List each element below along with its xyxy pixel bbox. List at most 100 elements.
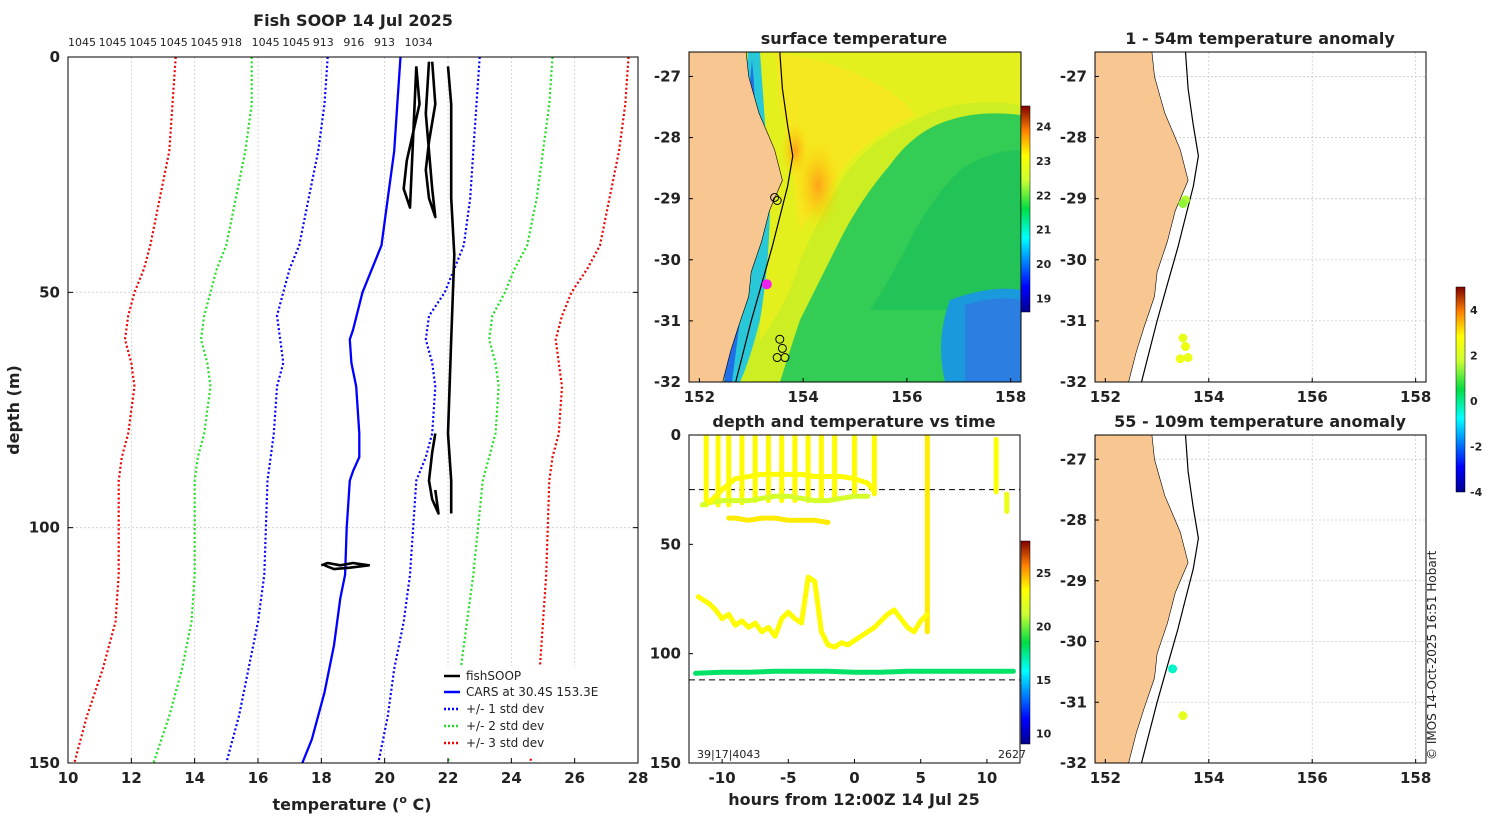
profile-top-label: 1045 bbox=[282, 36, 310, 49]
time-cb-tick: 10 bbox=[1036, 727, 1052, 740]
anom2-overlay bbox=[1140, 435, 1200, 763]
time-cb-tick: 20 bbox=[1036, 620, 1052, 633]
profile-top-label: 1045 bbox=[68, 36, 96, 49]
profile-top-label: 1045 bbox=[99, 36, 127, 49]
sst-cb-tick: 22 bbox=[1036, 189, 1051, 202]
profile-xtick: 14 bbox=[184, 769, 205, 787]
time-track-0 bbox=[699, 493, 871, 508]
anom1-ytick: -27 bbox=[1060, 67, 1087, 85]
profile-fishsoop-cast-3 bbox=[427, 433, 440, 515]
anom-colorbar-ticks: 4 2 0 -2 -4 bbox=[1470, 304, 1483, 499]
sst-colorbar bbox=[1020, 105, 1031, 313]
anom2-point bbox=[1178, 711, 1188, 721]
profile-top-label: 1034 bbox=[405, 36, 433, 49]
profile-top-label: 1045 bbox=[190, 36, 218, 49]
profile-2-std-line-1 bbox=[225, 56, 329, 764]
anom2-ytick: -27 bbox=[1060, 450, 1087, 468]
legend-2std: +/- 2 std dev bbox=[466, 719, 544, 733]
anom1-isobath bbox=[1140, 52, 1200, 382]
time-cb-tick: 25 bbox=[1036, 567, 1051, 580]
time-cb-tick: 15 bbox=[1036, 674, 1051, 687]
sst-colorbar-ticks: 19 20 21 22 23 24 bbox=[1036, 121, 1052, 306]
anom1-point bbox=[1183, 353, 1193, 363]
anom-cb-tick: 2 bbox=[1470, 349, 1478, 362]
profile-xtick: 18 bbox=[311, 769, 332, 787]
anom1-xtick: 154 bbox=[1193, 388, 1224, 406]
sst-xtick: 154 bbox=[787, 388, 818, 406]
anom1-xtick: 152 bbox=[1090, 388, 1121, 406]
profile-frame bbox=[67, 56, 639, 764]
profile-ylabel: depth (m) bbox=[4, 365, 23, 455]
anom2-ytick: -29 bbox=[1060, 572, 1087, 590]
sst-field bbox=[689, 52, 1021, 382]
anom2-xtick: 156 bbox=[1297, 769, 1328, 787]
time-xtick: 5 bbox=[915, 769, 925, 787]
sst-title: surface temperature bbox=[761, 29, 948, 48]
anom1-ytick: -30 bbox=[1060, 251, 1087, 269]
profile-ytick: 100 bbox=[29, 519, 60, 537]
profile-top-label: 918 bbox=[221, 36, 242, 49]
anom1-xtick: 156 bbox=[1297, 388, 1328, 406]
profile-fishsoop-cast-1 bbox=[402, 66, 421, 209]
profile-top-label: 913 bbox=[374, 36, 395, 49]
profile-fishsoop-cast-2 bbox=[446, 66, 456, 514]
anom2-isobath bbox=[1140, 435, 1200, 763]
legend-3std: +/- 3 std dev bbox=[466, 736, 544, 750]
time-ytick: 0 bbox=[671, 426, 681, 444]
anom1-point bbox=[1178, 199, 1188, 209]
anom2-ytick: -31 bbox=[1060, 693, 1087, 711]
legend-1std: +/- 1 std dev bbox=[466, 702, 544, 716]
anom-colorbar bbox=[1455, 286, 1466, 493]
anom1-title: 1 - 54m temperature anomaly bbox=[1125, 29, 1395, 48]
profile-fishsoop-cast-4 bbox=[320, 561, 371, 571]
time-title: depth and temperature vs time bbox=[712, 412, 995, 431]
anom1-xtick: 158 bbox=[1400, 388, 1431, 406]
profile-ytick: 50 bbox=[39, 283, 60, 301]
legend-cars: CARS at 30.4S 153.3E bbox=[466, 685, 598, 699]
sst-xtick: 158 bbox=[995, 388, 1026, 406]
sst-overlay bbox=[735, 52, 794, 382]
time-xtick: 0 bbox=[849, 769, 859, 787]
profile-grid bbox=[68, 57, 638, 763]
profile-xtick: 16 bbox=[248, 769, 269, 787]
anom-cb-tick: 0 bbox=[1470, 395, 1478, 408]
anom1-frame bbox=[1094, 51, 1427, 383]
sst-cb-tick: 24 bbox=[1036, 121, 1052, 134]
profile-top-label: 1045 bbox=[160, 36, 188, 49]
anom1-ticks: 152 154 156 158 -27 -28 -29 -30 -31 -32 bbox=[1060, 67, 1431, 406]
anom2-frame bbox=[1094, 434, 1427, 764]
anom2-ytick: -30 bbox=[1060, 633, 1087, 651]
anom2-ytick: -32 bbox=[1060, 754, 1087, 772]
profile-3-std-line-1 bbox=[152, 57, 253, 764]
anom1-ytick: -29 bbox=[1060, 190, 1087, 208]
profile-fishsoop-cast-0 bbox=[424, 61, 437, 219]
profile-ytick: 0 bbox=[50, 48, 60, 66]
time-xtick: -5 bbox=[780, 769, 797, 787]
time-track-2 bbox=[726, 515, 831, 525]
time-track-1 bbox=[706, 471, 877, 506]
sst-cb-tick: 21 bbox=[1036, 224, 1051, 237]
sst-ytick: -30 bbox=[654, 251, 681, 269]
profile-cars-line bbox=[301, 56, 402, 764]
sst-ytick: -27 bbox=[654, 67, 681, 85]
profile-xtick: 28 bbox=[628, 769, 649, 787]
profile-xtick: 24 bbox=[501, 769, 522, 787]
anom1-ytick: -28 bbox=[1060, 129, 1087, 147]
profile-top-label: 916 bbox=[343, 36, 364, 49]
anom1-point bbox=[1175, 354, 1185, 364]
anom2-land bbox=[1095, 435, 1189, 763]
anom2-point bbox=[1168, 664, 1178, 674]
sst-station bbox=[772, 196, 782, 205]
sst-ytick: -32 bbox=[654, 373, 681, 391]
anom2-ticks: 152 154 156 158 -27 -28 -29 -30 -31 -32 bbox=[1060, 450, 1431, 787]
time-xtick: 10 bbox=[976, 769, 997, 787]
sst-station bbox=[775, 334, 785, 344]
sst-station-highlight bbox=[761, 279, 772, 290]
profile-4-std-line-0 bbox=[529, 56, 630, 764]
sst-land bbox=[689, 52, 783, 382]
anom1-overlay bbox=[1140, 52, 1200, 382]
profile-series bbox=[73, 56, 630, 764]
anom2-xtick: 152 bbox=[1090, 769, 1121, 787]
